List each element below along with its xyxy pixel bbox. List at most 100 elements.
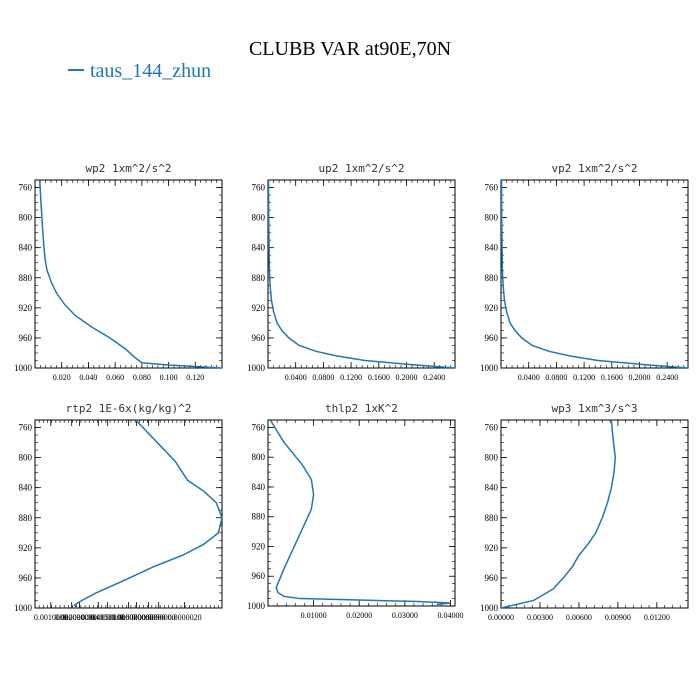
y-tick-label: 800 [252,213,266,223]
legend-label: taus_144_zhun [90,60,211,82]
y-tick-label: 760 [252,183,266,193]
y-tick-label: 800 [19,453,33,463]
x-tick-label: 0.0400 [518,373,540,382]
series-line [268,180,455,368]
x-tick-label: 0.0000020 [168,613,202,622]
x-tick-label: 0.0060000 [112,613,146,622]
x-tick-label: 0.0800 [312,373,334,382]
subplot-title: wp2 1xm^2/s^2 [85,162,171,175]
y-tick-label: 1000 [480,603,499,613]
y-tick-label: 920 [485,303,499,313]
plot-frame [34,179,223,369]
x-tick-label: 0.2400 [423,373,445,382]
subplot-3: vp2 1xm^2/s^2 760 800 840 880 920 960 1000 0.040… [480,162,689,382]
x-tick-label: 0.120 [186,373,204,382]
plot-frame [267,419,456,607]
y-tick-label: 1000 [480,363,499,373]
x-tick-label: 0.080 [133,373,151,382]
x-tick-label: 0.2400 [656,373,678,382]
x-tick-label: 0.0040000 [81,613,115,622]
x-tick-label: 0.0050000 [91,613,125,622]
y-tick-label: 880 [252,512,266,522]
x-tick-label: 0.100 [160,373,178,382]
x-tick-label: 0.03000 [392,611,418,620]
subplot-4: rtp2 1E-6x(kg/kg)^2 760 800 840 880 920 960 100… [14,402,223,622]
y-tick-label: 800 [485,213,499,223]
subplot-title: rtp2 1E-6x(kg/kg)^2 [66,402,192,415]
subplot-title: thlp2 1xK^2 [325,402,398,415]
y-tick-label: 800 [252,452,266,462]
subplot-title: vp2 1xm^2/s^2 [551,162,637,175]
x-tick-label: 0.01000 [301,611,327,620]
x-tick-label: 0.04000 [437,611,463,620]
x-tick-label: 0.0800 [545,373,567,382]
x-tick-label: 0.02000 [346,611,372,620]
x-tick-label: 0.1600 [601,373,623,382]
x-tick-label: 0.2000 [629,373,651,382]
x-tick-label: 0.0010000 [34,613,68,622]
figure-title: CLUBB VAR at90E,70N [249,38,451,60]
x-tick-label: 0.1200 [573,373,595,382]
y-tick-label: 960 [485,333,499,343]
subplot-5: thlp2 1xK^2 760 800 840 880 920 960 1000 0.01000… [247,402,463,620]
subplot-1: wp2 1xm^2/s^2 760 800 840 880 920 960 1000 0.020… [14,162,223,382]
y-tick-label: 760 [485,423,499,433]
y-tick-label: 920 [252,541,266,551]
x-tick-label: 0.060 [106,373,124,382]
y-tick-label: 840 [19,483,33,493]
y-tick-label: 920 [19,303,33,313]
y-tick-label: 840 [485,483,499,493]
series-line [501,180,688,368]
y-tick-label: 960 [19,333,33,343]
series-line [73,420,222,608]
y-tick-label: 880 [485,273,499,283]
series-line [501,420,617,608]
y-tick-label: 880 [19,513,33,523]
plot-frame [500,419,689,609]
x-tick-label: 0.040 [79,373,97,382]
x-tick-label: 0.0020000 [55,613,89,622]
x-tick-label: 0.00900 [605,613,631,622]
y-tick-label: 760 [19,183,33,193]
y-tick-label: 880 [19,273,33,283]
y-tick-label: 960 [252,571,266,581]
y-tick-label: 760 [485,183,499,193]
x-tick-label: 0.00600 [566,613,592,622]
x-tick-label: 0.1200 [340,373,362,382]
x-tick-label: 0.020 [53,373,71,382]
x-tick-label: 0.2000 [396,373,418,382]
plot-frame [500,179,689,369]
y-tick-label: 960 [252,333,266,343]
x-tick-label: 0.0030000 [63,613,97,622]
subplot-grid: wp2 1xm^2/s^2 760 800 840 880 920 960 1000 0.020… [14,162,689,622]
y-tick-label: 920 [19,543,33,553]
plot-frame [34,419,223,609]
subplot-title: up2 1xm^2/s^2 [318,162,404,175]
y-tick-label: 760 [252,422,266,432]
y-tick-label: 1000 [14,603,33,613]
y-tick-label: 880 [252,273,266,283]
x-tick-label: 0.1600 [368,373,390,382]
subplot-2: up2 1xm^2/s^2 760 800 840 880 920 960 1000 0.040… [247,162,456,382]
y-tick-label: 1000 [247,601,266,611]
y-tick-label: 840 [19,243,33,253]
y-tick-label: 960 [485,573,499,583]
y-tick-label: 920 [485,543,499,553]
y-tick-label: 840 [252,243,266,253]
y-tick-label: 1000 [14,363,33,373]
y-tick-label: 880 [485,513,499,523]
y-tick-label: 840 [252,482,266,492]
x-tick-label: 0.00000 [488,613,514,622]
x-tick-label: 0.01200 [644,613,670,622]
y-tick-label: 840 [485,243,499,253]
y-tick-label: 920 [252,303,266,313]
y-tick-label: 1000 [247,363,266,373]
x-tick-label: 0.0400 [285,373,307,382]
subplot-6: wp3 1xm^3/s^3 760 800 840 880 920 960 10000.000… [480,402,689,622]
y-tick-label: 800 [19,213,33,223]
x-tick-label: 0.0080000 [132,613,166,622]
series-line [38,180,222,368]
x-tick-label: 0.0090000 [142,613,176,622]
series-line [269,420,451,606]
